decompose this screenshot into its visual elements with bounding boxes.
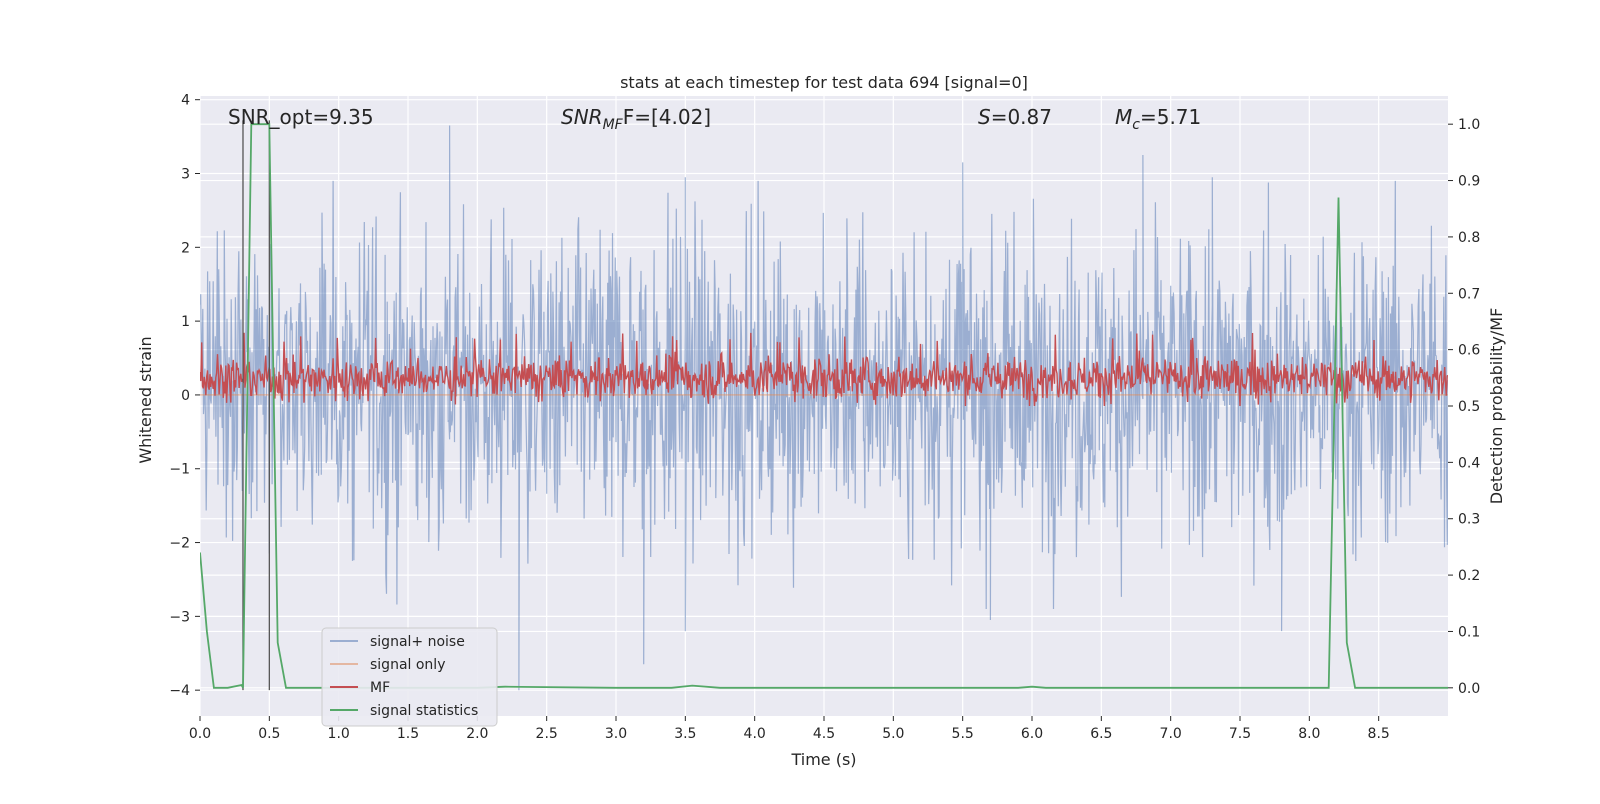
annotation-mc-main: M (1115, 105, 1132, 129)
x-tick-label: 1.5 (397, 726, 419, 742)
x-tick-label: 2.5 (536, 726, 558, 742)
legend-label-noise: signal+ noise (370, 634, 465, 650)
legend-label-stats: signal statistics (370, 703, 478, 719)
y-tick-label: −1 (169, 462, 190, 478)
x-tick-label: 3.5 (674, 726, 696, 742)
x-tick-label: 6.5 (1090, 726, 1112, 742)
legend-label-signal: signal only (370, 657, 445, 673)
x-axis-label: Time (s) (790, 750, 856, 769)
y2-tick-label: 0.8 (1458, 230, 1480, 246)
event-vertical-lines (242, 120, 270, 691)
x-tick-label: 0.0 (189, 726, 211, 742)
y-tick-label: 3 (181, 167, 190, 183)
y-tick-label: 1 (181, 314, 190, 330)
y2-tick-label: 0.1 (1458, 624, 1480, 640)
y2-tick-label: 0.2 (1458, 568, 1480, 584)
y2-tick-label: 0.7 (1458, 286, 1480, 302)
legend-label-mf: MF (370, 680, 390, 696)
y2-tick-label: 0.5 (1458, 399, 1480, 415)
y2-tick-label: 0.3 (1458, 512, 1480, 528)
y-tick-label: 0 (181, 388, 190, 404)
annotation-snr-mf: SNRMFF=[4.02] (561, 105, 711, 133)
y2-tick-label: 0.6 (1458, 343, 1480, 359)
annotation-mc-value: =5.71 (1140, 105, 1201, 129)
annotation-s-value: =0.87 (991, 105, 1052, 129)
y-axis-ticks: 4 3 2 1 0 −1 −2 −3 −4 (169, 93, 200, 699)
x-tick-label: 1.0 (328, 726, 350, 742)
series-line-mf (200, 332, 1448, 407)
x-tick-label: 6.0 (1021, 726, 1043, 742)
y-axis-label: Whitened strain (136, 336, 155, 463)
x-tick-label: 8.5 (1368, 726, 1390, 742)
x-tick-label: 0.5 (258, 726, 280, 742)
y2-axis-ticks: 1.0 0.9 0.8 0.7 0.6 0.5 0.4 0.3 0.2 0.1 0.0 (1448, 117, 1480, 697)
y2-tick-label: 1.0 (1458, 117, 1480, 133)
y2-axis-label: Detection probability/MF (1487, 308, 1506, 505)
annotation-s: S=0.87 (978, 105, 1052, 129)
x-tick-label: 7.5 (1229, 726, 1251, 742)
annotation-mc-sub: c (1132, 117, 1140, 133)
x-axis-ticks: 0.0 0.5 1.0 1.5 2.0 2.5 3.0 3.5 4.0 4.5 5.0 5.5 6.0 6… (189, 716, 1390, 742)
series-mf (200, 332, 1448, 407)
y-tick-label: 4 (181, 93, 190, 109)
annotation-snr-mf-main: SNR (561, 105, 603, 129)
y2-tick-label: 0.4 (1458, 455, 1480, 471)
chart-title: stats at each timestep for test data 694… (620, 73, 1028, 92)
x-tick-label: 5.5 (952, 726, 974, 742)
annotation-snr-mf-value: F=[4.02] (623, 105, 711, 129)
series-group (200, 120, 1448, 691)
y2-tick-label: 0.0 (1458, 681, 1480, 697)
annotation-snr-opt: SNR_opt=9.35 (228, 105, 374, 129)
annotation-s-main: S (978, 105, 991, 129)
annotation-snr-mf-sub: MF (603, 117, 624, 133)
x-tick-label: 4.0 (744, 726, 766, 742)
legend: signal+ noise signal only MF signal stat… (321, 627, 498, 727)
legend-box (321, 627, 498, 727)
x-tick-label: 3.0 (605, 726, 627, 742)
x-tick-label: 5.0 (882, 726, 904, 742)
x-tick-label: 2.0 (466, 726, 488, 742)
y-tick-label: −3 (169, 609, 190, 625)
y2-tick-label: 0.9 (1458, 174, 1480, 190)
x-tick-label: 8.0 (1298, 726, 1320, 742)
y-tick-label: −2 (169, 536, 190, 552)
annotation-mc: Mc=5.71 (1115, 105, 1201, 133)
y-tick-label: 2 (181, 240, 190, 256)
series-line-signal-statistics (200, 123, 1448, 689)
series-signal-statistics (200, 123, 1448, 689)
x-tick-label: 4.5 (813, 726, 835, 742)
x-tick-label: 7.0 (1160, 726, 1182, 742)
y-tick-label: −4 (169, 683, 190, 699)
